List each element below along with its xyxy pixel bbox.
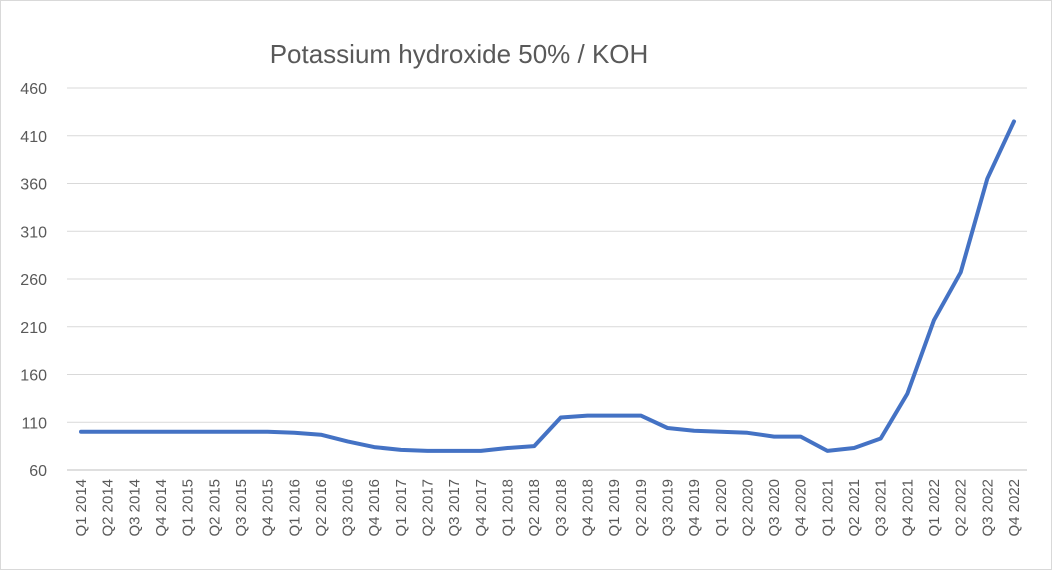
x-tick-label: Q3 2016 [340, 479, 357, 537]
x-tick-label: Q2 2018 [526, 479, 543, 537]
x-tick-label: Q3 2014 [126, 479, 143, 537]
x-tick-label: Q4 2016 [366, 479, 383, 537]
data-point [399, 448, 403, 452]
x-tick-label: Q2 2021 [846, 479, 863, 537]
data-point [772, 435, 776, 439]
x-axis-ticks: Q1 2014 Q2 2014 Q3 2014 Q4 2014 Q1 2015 Q2 20… [73, 479, 1023, 537]
x-tick-label: Q4 2021 [899, 479, 916, 537]
x-tick-label: Q1 2015 [180, 479, 197, 537]
data-point [612, 414, 616, 418]
data-point [212, 430, 216, 434]
x-tick-label: Q2 2022 [953, 479, 970, 537]
data-point [132, 430, 136, 434]
data-point [1012, 119, 1016, 123]
y-axis-ticks: 60 110 160 210 260 310 360 410 460 [20, 81, 47, 480]
x-tick-label: Q1 2017 [393, 479, 410, 537]
x-tick-label: Q3 2017 [446, 479, 463, 537]
x-tick-label: Q1 2020 [713, 479, 730, 537]
data-point [692, 429, 696, 433]
y-tick-label: 60 [29, 463, 47, 480]
data-point [905, 392, 909, 396]
data-point [452, 449, 456, 453]
y-tick-label: 110 [21, 415, 47, 432]
x-tick-label: Q2 2019 [633, 479, 650, 537]
data-point [639, 414, 643, 418]
data-point [532, 444, 536, 448]
data-point [719, 430, 723, 434]
data-point [479, 449, 483, 453]
y-tick-label: 260 [20, 272, 47, 289]
x-tick-label: Q3 2020 [766, 479, 783, 537]
x-tick-label: Q1 2016 [286, 479, 303, 537]
data-point [745, 431, 749, 435]
data-point [79, 430, 83, 434]
x-tick-label: Q4 2015 [260, 479, 277, 537]
y-tick-label: 410 [20, 129, 47, 146]
data-point [506, 446, 510, 450]
x-tick-label: Q4 2017 [473, 479, 490, 537]
data-point [825, 449, 829, 453]
series-line [79, 119, 1016, 453]
data-point [585, 414, 589, 418]
x-tick-label: Q3 2015 [233, 479, 250, 537]
data-point [852, 446, 856, 450]
data-point [932, 318, 936, 322]
data-point [879, 436, 883, 440]
data-point [372, 445, 376, 449]
x-tick-label: Q1 2022 [926, 479, 943, 537]
x-tick-label: Q3 2022 [979, 479, 996, 537]
data-point [106, 430, 110, 434]
data-point [239, 430, 243, 434]
data-point [292, 431, 296, 435]
data-point [426, 449, 430, 453]
x-tick-label: Q2 2020 [739, 479, 756, 537]
y-tick-label: 210 [20, 320, 47, 337]
x-tick-label: Q3 2018 [553, 479, 570, 537]
data-point [959, 270, 963, 274]
x-tick-label: Q1 2018 [500, 479, 517, 537]
x-tick-label: Q2 2017 [420, 479, 437, 537]
gridlines [67, 87, 1027, 471]
data-point [346, 439, 350, 443]
data-point [266, 430, 270, 434]
data-point [985, 177, 989, 181]
x-tick-label: Q4 2019 [686, 479, 703, 537]
data-point [319, 433, 323, 437]
x-tick-label: Q4 2014 [153, 479, 170, 537]
x-tick-label: Q4 2022 [1006, 479, 1023, 537]
x-tick-label: Q4 2018 [579, 479, 596, 537]
x-tick-label: Q1 2014 [73, 479, 90, 537]
y-tick-label: 460 [20, 81, 47, 98]
data-point [159, 430, 163, 434]
data-point [559, 415, 563, 419]
plot-area [79, 119, 1016, 453]
x-tick-label: Q4 2020 [793, 479, 810, 537]
x-tick-label: Q2 2014 [100, 479, 117, 537]
y-tick-label: 310 [20, 224, 47, 241]
y-tick-label: 360 [20, 177, 47, 194]
x-tick-label: Q2 2015 [206, 479, 223, 537]
y-tick-label: 160 [20, 368, 47, 385]
data-point [799, 435, 803, 439]
x-tick-label: Q2 2016 [313, 479, 330, 537]
data-point [665, 426, 669, 430]
x-tick-label: Q1 2019 [606, 479, 623, 537]
chart-title: Potassium hydroxide 50% / KOH [270, 39, 649, 69]
x-tick-label: Q3 2019 [659, 479, 676, 537]
x-tick-label: Q3 2021 [873, 479, 890, 537]
data-point [186, 430, 190, 434]
x-tick-label: Q1 2021 [819, 479, 836, 537]
